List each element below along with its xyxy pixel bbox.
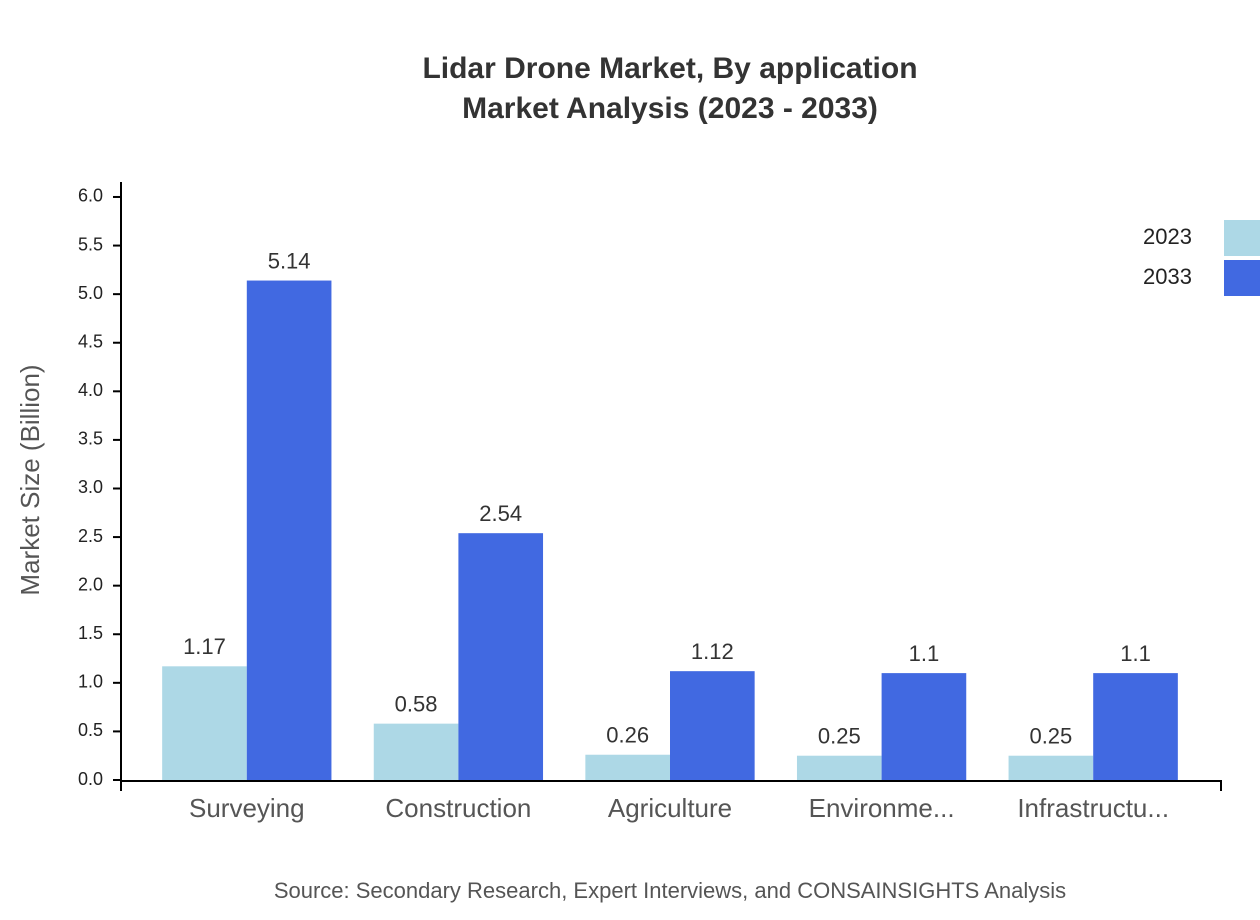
y-tick-label: 6.0 bbox=[78, 186, 103, 206]
y-axis-title: Market Size (Billion) bbox=[15, 364, 45, 595]
y-tick-label: 2.5 bbox=[78, 526, 103, 546]
y-tick-label: 5.0 bbox=[78, 283, 103, 303]
bar bbox=[373, 723, 459, 780]
y-tick-label: 5.5 bbox=[78, 234, 103, 254]
y-tick-label: 1.5 bbox=[78, 623, 103, 643]
y-tick-label: 3.0 bbox=[78, 477, 103, 497]
bar bbox=[585, 754, 670, 780]
value-label: 1.1 bbox=[909, 641, 940, 666]
value-label: 0.26 bbox=[606, 723, 649, 748]
value-label: 1.1 bbox=[1120, 641, 1151, 666]
x-tick-label: Agriculture bbox=[608, 793, 732, 823]
y-tick-label: 4.5 bbox=[78, 331, 103, 351]
legend-swatch bbox=[1224, 220, 1260, 256]
bar bbox=[1093, 673, 1178, 780]
legend-label: 2033 bbox=[1143, 264, 1192, 289]
value-label: 0.25 bbox=[1029, 724, 1072, 749]
y-tick-label: 2.0 bbox=[78, 574, 103, 594]
value-label: 5.14 bbox=[268, 248, 311, 273]
legend-label: 2023 bbox=[1143, 224, 1192, 249]
bar bbox=[162, 666, 247, 780]
chart-title: Lidar Drone Market, By application bbox=[422, 52, 917, 85]
y-tick-label: 0.5 bbox=[78, 720, 103, 740]
x-tick-label: Construction bbox=[385, 793, 531, 823]
y-tick-label: 3.5 bbox=[78, 429, 103, 449]
value-label: 0.25 bbox=[818, 724, 861, 749]
source-note: Source: Secondary Research, Expert Inter… bbox=[274, 878, 1066, 903]
chart-subtitle: Market Analysis (2023 - 2033) bbox=[462, 92, 878, 125]
bar bbox=[796, 755, 882, 780]
x-tick-label: Surveying bbox=[189, 793, 305, 823]
value-label: 2.54 bbox=[479, 501, 522, 526]
bar bbox=[458, 533, 544, 780]
y-tick-label: 1.0 bbox=[78, 672, 103, 692]
bar bbox=[1008, 755, 1094, 780]
value-label: 1.17 bbox=[183, 634, 226, 659]
legend-swatch bbox=[1224, 260, 1260, 296]
bar bbox=[670, 671, 755, 780]
bar bbox=[246, 280, 332, 780]
x-tick-label: Infrastructu... bbox=[1017, 793, 1169, 823]
y-tick-label: 4.0 bbox=[78, 380, 103, 400]
value-label: 0.58 bbox=[395, 691, 438, 716]
bar bbox=[881, 673, 967, 780]
value-label: 1.12 bbox=[691, 639, 734, 664]
y-tick-label: 0.0 bbox=[78, 769, 103, 789]
x-tick-label: Environme... bbox=[809, 793, 955, 823]
